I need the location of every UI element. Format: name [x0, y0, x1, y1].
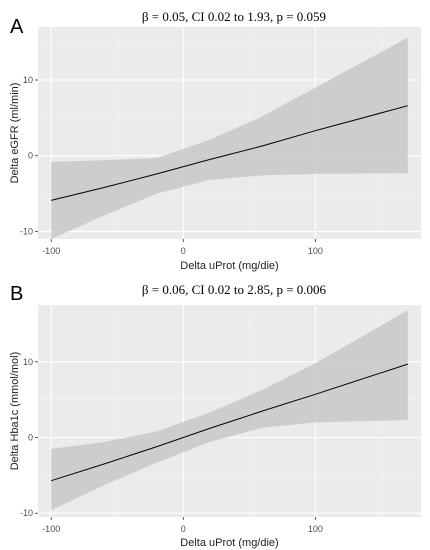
panel-b-y-tick-label: -10	[20, 508, 33, 518]
panel-b-y-axis-title: Delta Hba1c (mmol/mol)	[9, 352, 21, 471]
panel-a-y-axis-title: Delta eGFR (ml/min)	[9, 83, 21, 184]
panel-b-x-tick-label: 100	[308, 524, 323, 534]
panel-b-x-tick-label: -100	[42, 524, 60, 534]
panel-a-stats-annotation: β = 0.05, CI 0.02 to 1.93, p = 0.059	[142, 9, 326, 24]
panel-b-y-tick-label: 0	[28, 433, 33, 443]
panel-a-regression-line	[51, 105, 408, 201]
panel-b-x-axis-title: Delta uProt (mg/die)	[180, 537, 278, 549]
panel-b-stats-annotation: β = 0.06, CI 0.02 to 2.85, p = 0.006	[142, 282, 327, 297]
panel-b-confidence-band	[51, 310, 408, 511]
panel-b-y-tick-label: 10	[23, 357, 33, 367]
panel-a-letter: A	[10, 16, 24, 38]
panel-a-x-axis-title: Delta uProt (mg/die)	[180, 260, 278, 272]
panel-a-y-tick-label: 0	[28, 151, 33, 161]
panel-a-x-tick-label: 100	[308, 246, 323, 256]
panel-a-x-tick-label: -100	[42, 246, 60, 256]
panel-b-letter: B	[10, 283, 23, 305]
panel-a-y-tick-label: -10	[20, 226, 33, 236]
panel-a-x-tick-label: 0	[181, 246, 186, 256]
panel-a-confidence-band	[51, 37, 408, 239]
panel-b-regression-line	[51, 363, 408, 482]
panel-b-x-tick-label: 0	[181, 524, 186, 534]
panel-a-y-tick-label: 10	[23, 75, 33, 85]
